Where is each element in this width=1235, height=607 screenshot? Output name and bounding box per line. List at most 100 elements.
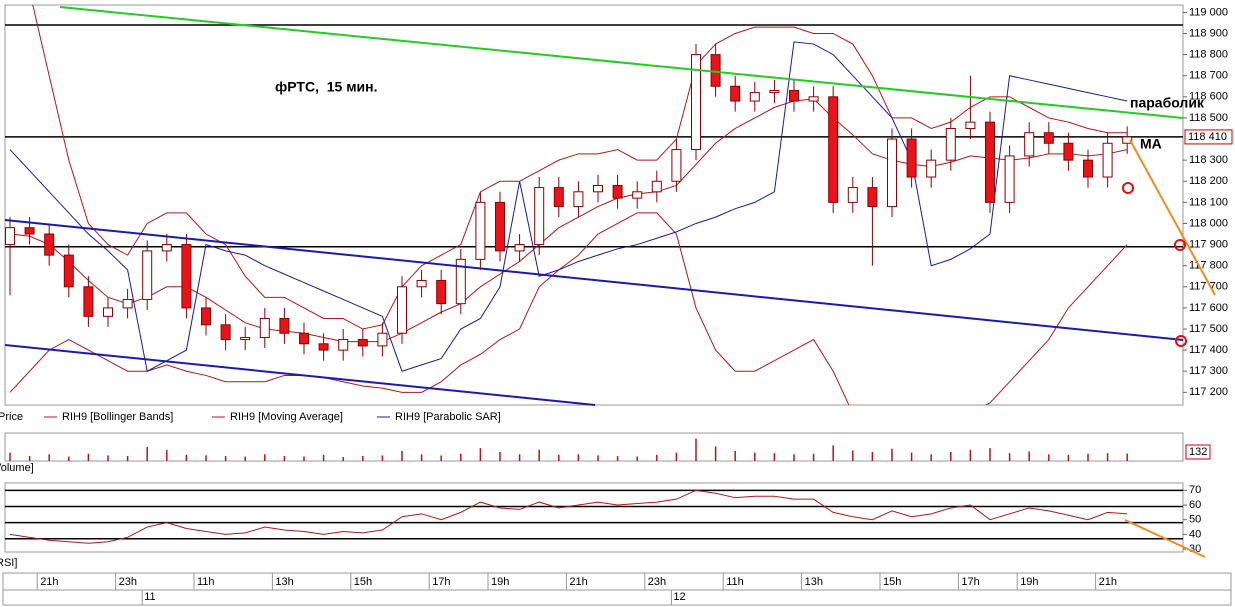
candle-body <box>1122 136 1133 144</box>
candle-body <box>83 286 94 317</box>
candle-body <box>612 184 623 199</box>
x-tick-label: 23h <box>119 576 137 588</box>
candle-body <box>651 180 662 193</box>
candle-body <box>318 343 329 351</box>
chart-title: фРТС, 15 мин. <box>275 79 378 95</box>
candle-body <box>299 332 309 345</box>
marker <box>1122 182 1134 194</box>
candle-body <box>1004 155 1015 203</box>
candle-body <box>24 227 35 235</box>
y-tick-label: 117 900 <box>1189 238 1228 250</box>
candle-body <box>220 324 231 341</box>
y-tick-label: 118 900 <box>1189 27 1228 39</box>
candle-body <box>632 191 643 199</box>
marker <box>1175 335 1187 347</box>
candle-body <box>357 339 368 347</box>
x-tick-label: 15h <box>354 576 372 588</box>
indicator-line <box>9 98 1128 343</box>
candle-body <box>867 187 878 208</box>
candle-body <box>534 187 545 246</box>
candle-body <box>240 336 251 341</box>
candle-body <box>181 244 192 309</box>
axes: 119 000 118 900 118 800 118 700 118 600 118 5… <box>0 6 1233 605</box>
candle-body <box>965 121 976 129</box>
y-tick-label: 117 500 <box>1189 323 1228 335</box>
x-tick-label: 17h <box>961 576 979 588</box>
x-tick-label: 19h <box>1020 576 1038 588</box>
candle-body <box>63 254 74 288</box>
volume-last-label: 132 <box>1189 446 1207 458</box>
rsi-line <box>9 489 1128 544</box>
marker <box>1174 239 1186 251</box>
y-tick-label: 118 000 <box>1189 217 1228 229</box>
rsi-panel <box>4 482 1184 553</box>
rsi-tick-label: 50 <box>1189 514 1201 526</box>
date-label: 12 <box>673 591 685 603</box>
candle-body <box>455 258 466 305</box>
forecast-arrow <box>1129 139 1216 296</box>
candle-body <box>279 317 290 334</box>
volume-last-box <box>1185 444 1211 460</box>
candle-body <box>103 307 113 317</box>
legend-label: RIH9 [Bollinger Bands] <box>62 411 173 423</box>
y-tick-label: 118 500 <box>1189 112 1228 124</box>
candle-body <box>553 187 564 208</box>
x-tick-label: 17h <box>432 576 450 588</box>
x-tick-label: 11h <box>197 576 215 588</box>
annotation: MA <box>1140 136 1162 152</box>
bollinger-lower <box>9 212 1128 405</box>
y-tick-label: 119 000 <box>1189 6 1228 18</box>
candle-body <box>377 332 388 347</box>
y-tick-label: 118 700 <box>1189 70 1228 82</box>
candle-body <box>710 54 721 87</box>
y-tick-label: 117 300 <box>1189 365 1228 377</box>
indicator-line <box>9 41 1128 372</box>
candle-body <box>749 92 760 102</box>
candle-body <box>789 89 799 102</box>
drawings <box>4 6 1216 558</box>
candle-body <box>416 279 427 288</box>
trend-line <box>4 344 596 406</box>
forecast-arrow <box>1124 519 1206 558</box>
x-tick-label: 21h <box>1099 576 1117 588</box>
x-tick-label: 13h <box>275 576 293 588</box>
candle-body <box>847 187 858 203</box>
x-tick-label: 13h <box>805 576 823 588</box>
candle-body <box>769 89 780 94</box>
candle-body <box>945 127 956 161</box>
x-tick-label: 21h <box>569 576 587 588</box>
x-tick-label: 11h <box>726 576 744 588</box>
legend-label: RIH9 [Parabolic SAR] <box>395 411 501 423</box>
candle-body <box>887 138 897 208</box>
x-tick-label: 19h <box>491 576 509 588</box>
candle-body <box>201 307 211 326</box>
date-label: 11 <box>144 591 155 603</box>
candle-body <box>142 250 153 300</box>
y-tick-label: 118 800 <box>1189 49 1228 61</box>
y-tick-label: 117 800 <box>1189 260 1228 272</box>
candle-body <box>161 244 172 252</box>
rsi-plot <box>5 489 1183 544</box>
candle-body <box>1024 132 1035 157</box>
x-tick-label: 15h <box>883 576 901 588</box>
candle-body <box>691 54 701 151</box>
candle-body <box>906 138 917 178</box>
candle-body <box>808 96 819 102</box>
y-tick-label: 118 300 <box>1189 154 1228 166</box>
trend-line <box>59 6 1184 119</box>
y-tick-label: 118 100 <box>1189 196 1228 208</box>
x-tick-label: 21h <box>40 576 58 588</box>
candle-body <box>475 201 486 260</box>
y-tick-label: 118 600 <box>1189 91 1228 103</box>
panel-label: Volume] <box>0 462 34 474</box>
bollinger-upper <box>32 5 1128 330</box>
legend-label: RIH9 [Moving Average] <box>230 411 343 423</box>
candle-body <box>1102 142 1113 178</box>
trend-line <box>4 219 1184 341</box>
volume-panel <box>4 432 1184 462</box>
candle-body <box>593 184 603 193</box>
rsi-tick-label: 40 <box>1189 528 1201 540</box>
last-price-box <box>1184 129 1233 145</box>
y-tick-label: 117 400 <box>1189 344 1228 356</box>
